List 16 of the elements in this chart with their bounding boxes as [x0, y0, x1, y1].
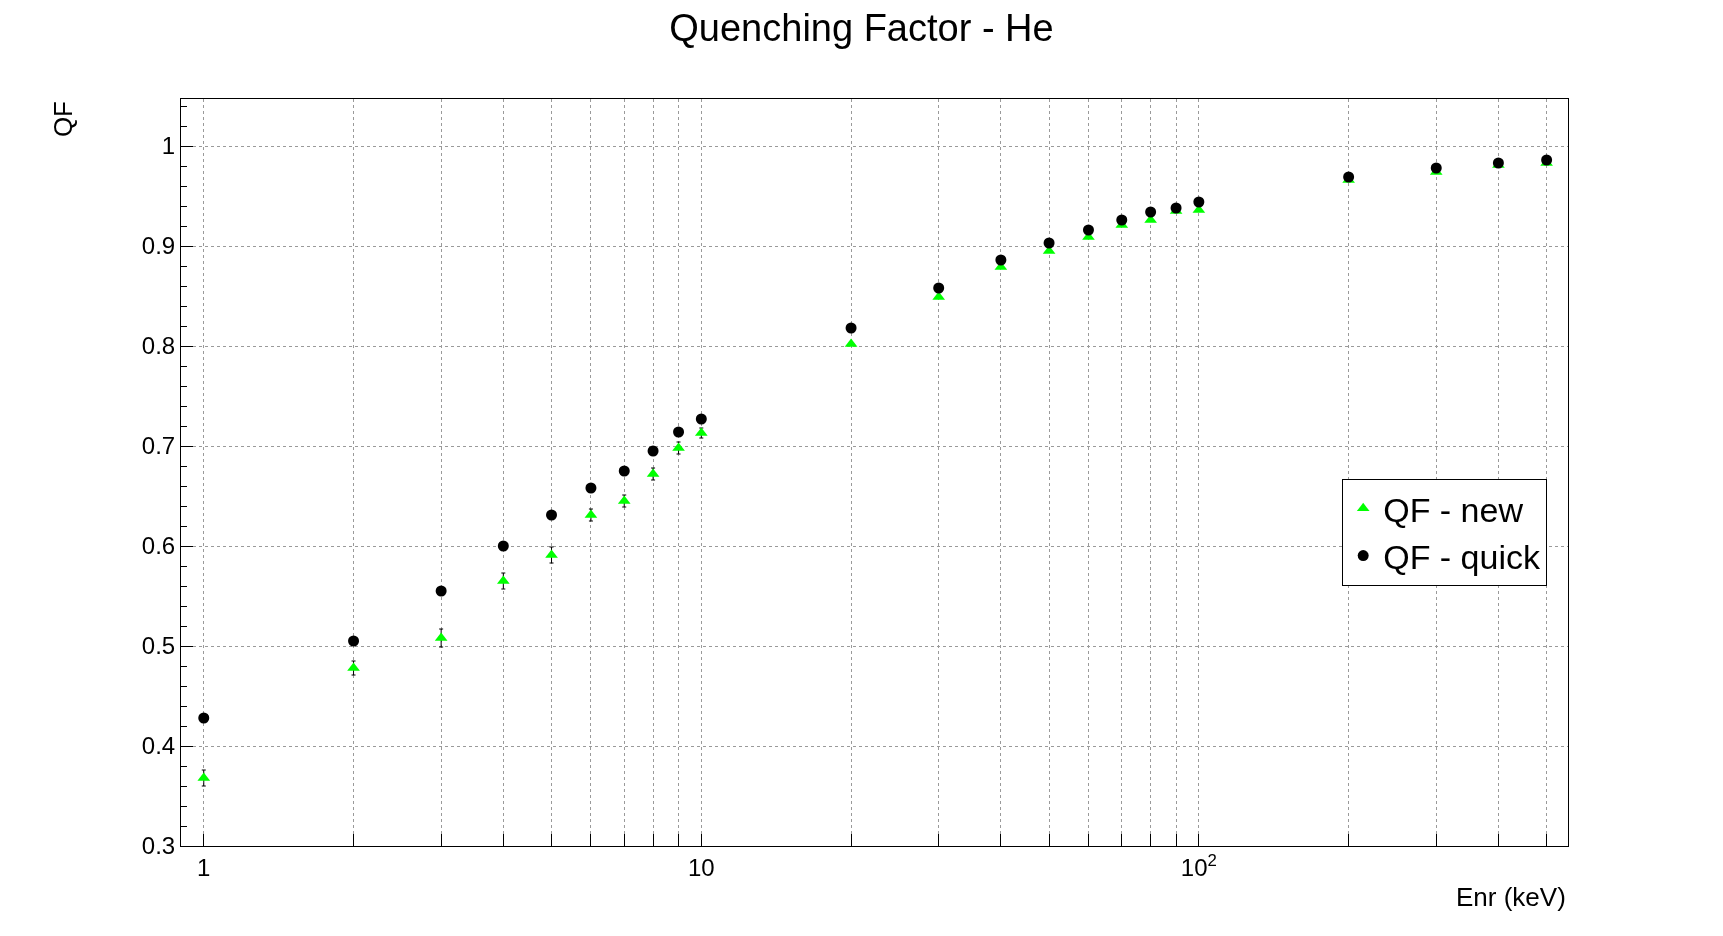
y-tick-label: 1: [161, 132, 176, 160]
legend-label: QF - quick: [1383, 537, 1541, 576]
x-axis-title: Enr (keV): [1456, 882, 1566, 912]
y-tick-label: 0.7: [141, 432, 176, 460]
y-tick-label: 0.5: [141, 632, 176, 660]
y-axis-title: QF: [48, 101, 79, 138]
x-tick-label: 10: [687, 853, 715, 881]
y-tick-label: 0.3: [141, 832, 176, 860]
y-tick-label: 0.9: [141, 232, 176, 260]
legend-label: QF - new: [1383, 490, 1524, 529]
x-tick-label: 10$^{2}$: [1180, 850, 1217, 881]
chart-title: Quenching Factor - He: [669, 6, 1054, 49]
y-tick-label: 0.8: [141, 332, 176, 360]
x-tick-label: 1: [197, 853, 211, 881]
y-tick-label: 0.4: [141, 732, 176, 760]
y-tick-label: 0.6: [141, 532, 176, 560]
